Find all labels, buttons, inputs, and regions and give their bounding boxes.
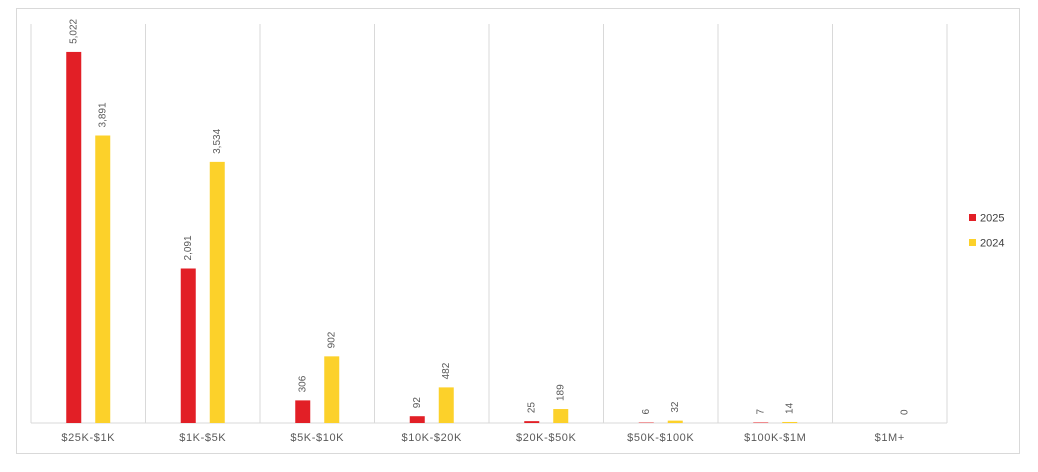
legend-label-2024: 2024	[980, 238, 1004, 250]
data-label-2025-6: 7	[756, 408, 767, 414]
bar-series	[66, 51, 798, 424]
x-tick-label: $5K-$10K	[290, 432, 344, 444]
data-labels: 5,022 2,091 306 92 25 6 7 3,891 3,534 902 482 189 32…	[69, 18, 911, 415]
data-label-2024-3: 482	[441, 362, 452, 379]
data-label-2025-3: 92	[412, 397, 423, 409]
x-axis: $25K-$1K $1K-$5K $5K-$10K $10K-$20K $20K-$50…	[61, 432, 904, 444]
data-label-2025-2: 306	[298, 375, 309, 392]
data-label-2024-7: 0	[899, 409, 910, 415]
data-label-2024-4: 189	[556, 384, 567, 401]
x-tick-label: $20K-$50K	[516, 432, 577, 444]
bar-2025-1	[180, 268, 196, 423]
data-label-2025-1: 2,091	[183, 235, 194, 260]
legend-label-2025: 2025	[980, 213, 1004, 225]
x-tick-label: $50K-$100K	[627, 432, 694, 444]
bar-2025-3	[409, 416, 425, 423]
x-tick-label: $25K-$1K	[61, 432, 115, 444]
data-label-2024-6: 14	[785, 402, 796, 414]
grid-lines	[30, 24, 948, 424]
bar-2025-6	[753, 422, 769, 423]
bar-2024-3	[438, 387, 454, 423]
x-tick-label: $100K-$1M	[744, 432, 806, 444]
x-tick-label: $10K-$20K	[402, 432, 463, 444]
bar-2025-0	[66, 51, 82, 424]
data-label-2025-4: 25	[527, 402, 538, 414]
data-label-2024-0: 3,891	[98, 102, 109, 127]
bar-2024-4	[553, 409, 569, 423]
bar-2024-1	[209, 161, 225, 424]
legend-swatch-2025	[969, 214, 976, 221]
data-label-2025-0: 5,022	[69, 18, 80, 43]
data-label-2024-2: 902	[327, 331, 338, 348]
legend-swatch-2024	[969, 239, 976, 246]
x-tick-label: $1M+	[875, 432, 905, 444]
bar-2025-4	[524, 421, 540, 423]
data-label-2024-1: 3,534	[212, 128, 223, 153]
data-label-2024-5: 32	[670, 401, 681, 413]
x-tick-label: $1K-$5K	[179, 432, 226, 444]
bar-2024-6	[782, 421, 798, 423]
data-label-2025-5: 6	[641, 409, 652, 415]
bar-2024-2	[324, 356, 340, 423]
bar-2025-2	[295, 400, 311, 423]
bar-2024-5	[667, 420, 683, 423]
bar-2024-0	[95, 135, 111, 423]
legend: 2025 2024	[969, 213, 1004, 250]
